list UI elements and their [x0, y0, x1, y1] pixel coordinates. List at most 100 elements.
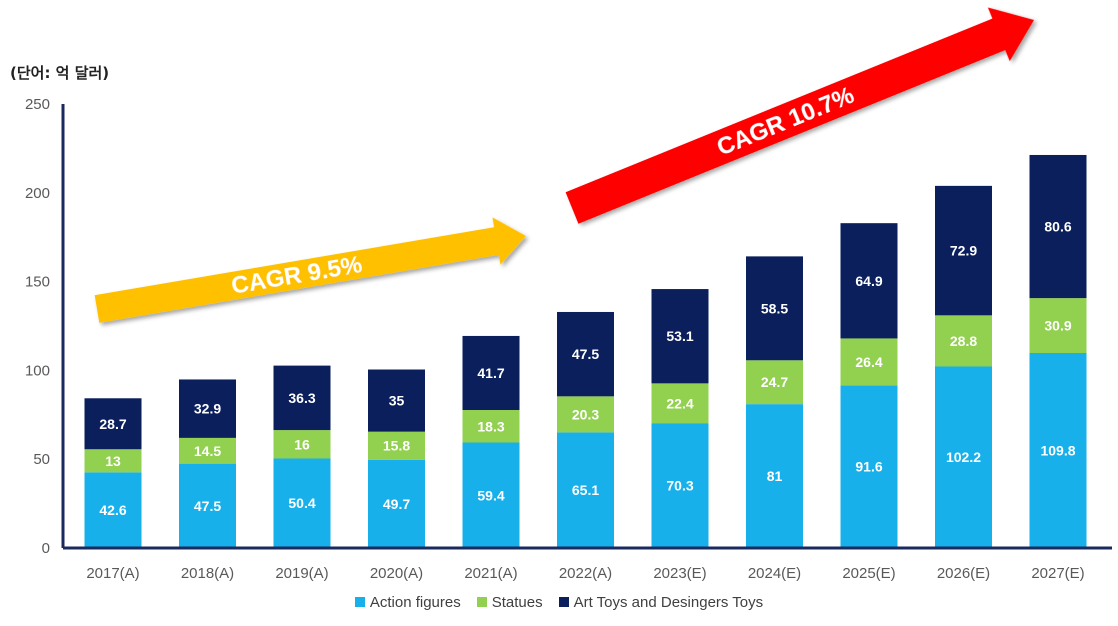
data-label: 53.1	[666, 328, 693, 344]
data-label: 102.2	[946, 449, 981, 465]
data-label: 28.8	[950, 333, 977, 349]
x-tick-label: 2026(E)	[937, 565, 990, 582]
legend-label: Statues	[491, 594, 543, 611]
legend-item: Statues	[476, 594, 543, 611]
data-label: 72.9	[950, 243, 977, 259]
bar-segment	[651, 289, 709, 384]
bar-segment	[273, 365, 331, 431]
bar-segment	[462, 442, 520, 548]
data-label: 59.4	[477, 487, 504, 503]
arrow-shape	[94, 217, 526, 323]
y-tick-label: 100	[25, 362, 50, 379]
y-tick-label: 50	[33, 451, 50, 468]
legend-label: Action figures	[369, 594, 461, 611]
bar-segment	[935, 315, 992, 367]
cagr-label: CAGR 10.7%	[713, 82, 858, 162]
bar-segment	[1029, 298, 1087, 353]
unit-label: (단어: 억 달러)	[10, 64, 110, 82]
data-label: 32.9	[194, 401, 221, 417]
bar-segment	[746, 256, 803, 361]
y-tick-label: 200	[25, 185, 50, 202]
bar-segment	[368, 369, 425, 432]
bar-segment	[651, 383, 709, 424]
bar-segment	[273, 430, 331, 459]
data-label: 30.9	[1044, 318, 1071, 334]
data-label: 15.8	[383, 438, 410, 454]
bar-segment	[746, 360, 803, 405]
bar-segment	[1029, 352, 1087, 548]
x-tick-label: 2023(E)	[653, 565, 706, 582]
legend-swatch	[476, 597, 487, 607]
legend: Action figures Statues Art Toys and Desing…	[0, 594, 1118, 611]
bar-segment	[746, 404, 803, 548]
bar-segment	[84, 449, 142, 473]
cagr-label: CAGR 9.5%	[229, 251, 364, 300]
y-tick-label: 150	[25, 274, 50, 291]
legend-item: Art Toys and Desingers Toys	[558, 594, 764, 611]
data-label: 70.3	[666, 478, 693, 494]
x-tick-label: 2022(A)	[559, 565, 612, 582]
data-label: 14.5	[194, 443, 221, 459]
legend-swatch	[354, 597, 365, 607]
cagr-arrow-yellow: CAGR 9.5%	[94, 217, 526, 323]
bar-segment	[179, 463, 236, 548]
bar-segment	[462, 335, 520, 411]
bar-segment	[557, 311, 614, 397]
x-tick-label: 2027(E)	[1031, 565, 1084, 582]
data-label: 64.9	[855, 273, 882, 289]
x-tick-label: 2020(A)	[370, 565, 423, 582]
data-label: 16	[294, 436, 310, 452]
data-label: 22.4	[666, 395, 693, 411]
bar-segment	[840, 385, 898, 548]
bar-segment	[651, 423, 709, 548]
bar-segment	[935, 366, 992, 548]
x-tick-label: 2025(E)	[842, 565, 895, 582]
data-label: 47.5	[572, 346, 599, 362]
data-label: 20.3	[572, 406, 599, 422]
data-label: 36.3	[288, 390, 315, 406]
bar-segment	[368, 459, 425, 548]
x-tick-label: 2021(A)	[464, 565, 517, 582]
bar-segment	[368, 431, 425, 460]
data-label: 65.1	[572, 482, 599, 498]
arrow-shape	[565, 7, 1035, 224]
legend-label: Art Toys and Desingers Toys	[573, 594, 764, 611]
data-label: 58.5	[761, 300, 788, 316]
y-tick-label: 250	[25, 96, 50, 113]
x-tick-label: 2018(A)	[181, 565, 234, 582]
data-label: 80.6	[1044, 219, 1071, 235]
stacked-bar-chart: CAGR 9.5% CAGR 10.7% 42.6 13 28.7 47.5 14.5 32…	[25, 7, 1112, 582]
y-tick-label: 0	[42, 540, 50, 557]
data-label: 13	[105, 453, 121, 469]
bar-segment	[84, 472, 142, 548]
data-label: 42.6	[99, 502, 126, 518]
data-label: 47.5	[194, 498, 221, 514]
bar-segment	[1029, 154, 1087, 299]
data-label: 81	[767, 468, 783, 484]
bar-segment	[179, 379, 236, 438]
data-label: 41.7	[477, 365, 504, 381]
bar-segment	[84, 398, 142, 450]
data-label: 109.8	[1040, 442, 1075, 458]
data-label: 35	[389, 393, 405, 409]
data-label: 91.6	[855, 459, 882, 475]
bar-segment	[840, 223, 898, 339]
legend-item: Action figures	[354, 594, 461, 611]
bar-segment	[840, 338, 898, 386]
x-tick-label: 2019(A)	[275, 565, 328, 582]
x-tick-label: 2024(E)	[748, 565, 801, 582]
data-label: 28.7	[99, 416, 126, 432]
bar-segment	[935, 185, 992, 316]
bar-segment	[557, 396, 614, 433]
data-label: 50.4	[288, 495, 315, 511]
bar-segment	[557, 432, 614, 548]
bar-segment	[462, 410, 520, 443]
bar-segment	[273, 458, 331, 548]
x-tick-label: 2017(A)	[86, 565, 139, 582]
legend-swatch	[558, 597, 569, 607]
bar-segment	[179, 437, 236, 464]
data-label: 24.7	[761, 374, 788, 390]
data-label: 26.4	[855, 354, 882, 370]
data-label: 49.7	[383, 496, 410, 512]
data-label: 18.3	[477, 418, 504, 434]
